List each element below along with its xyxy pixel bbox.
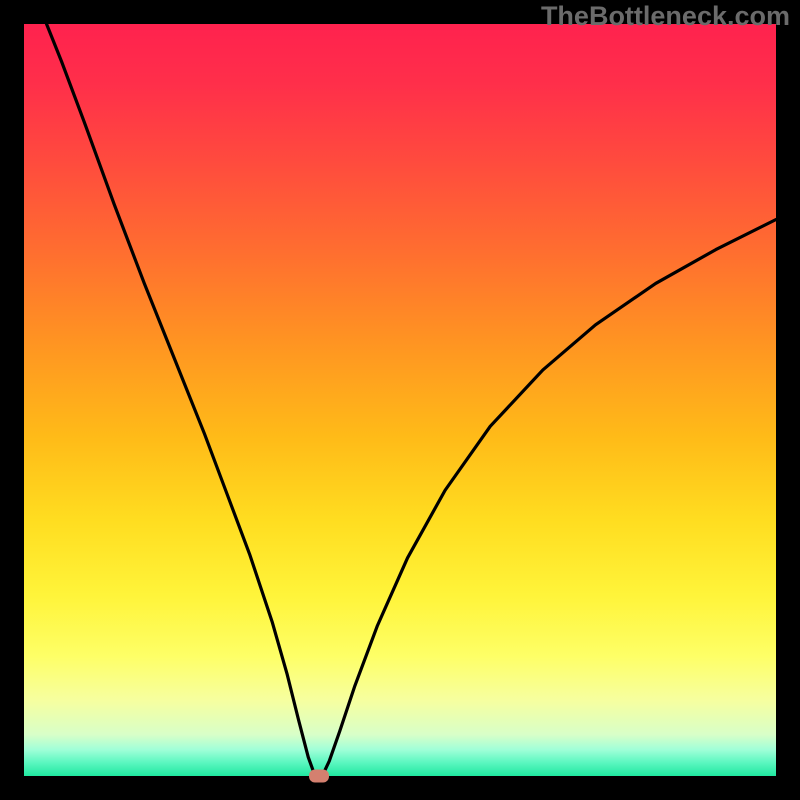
chart-frame: TheBottleneck.com	[0, 0, 800, 800]
watermark-text: TheBottleneck.com	[541, 1, 790, 32]
plot-area	[24, 24, 776, 776]
optimum-marker	[309, 770, 329, 783]
bottleneck-curve	[24, 24, 776, 776]
